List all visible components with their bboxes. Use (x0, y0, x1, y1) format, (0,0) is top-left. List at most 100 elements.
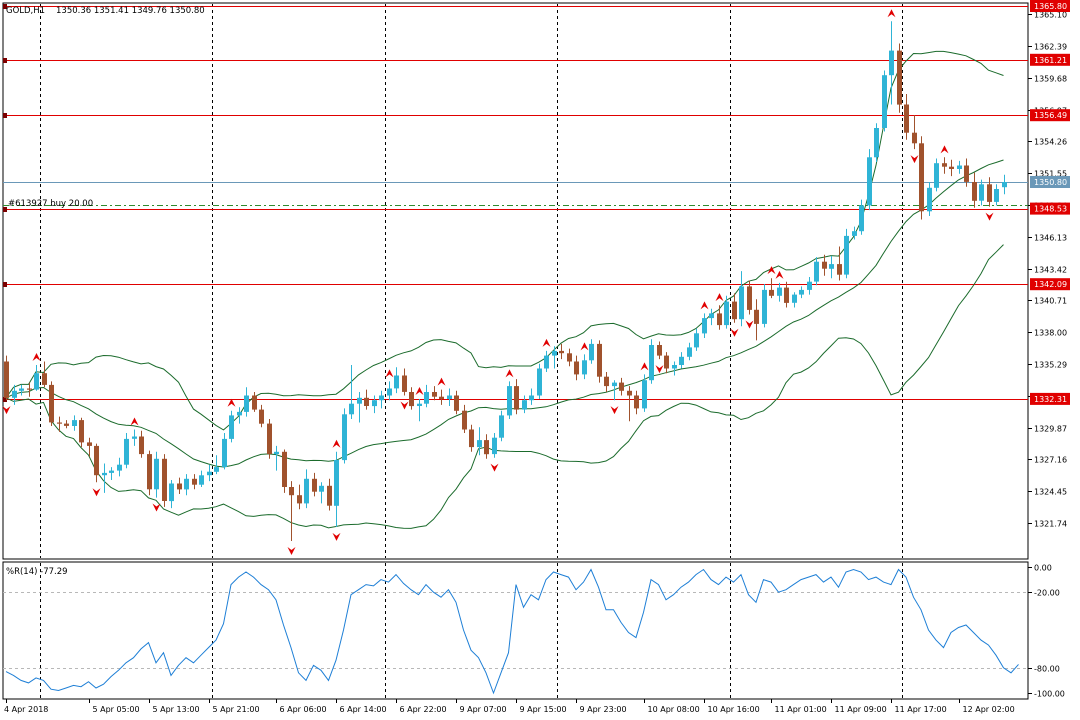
fractal-down-arrow (400, 401, 409, 410)
candle-body (27, 388, 32, 390)
fractal-up-arrow (437, 377, 446, 386)
fractal-up-arrow (767, 266, 776, 275)
candle-body (394, 375, 399, 389)
candle-body (327, 485, 332, 506)
candle-body (672, 365, 677, 369)
level-price-label-box (1030, 53, 1070, 66)
fractal-down-arrow (985, 212, 994, 221)
candle-body (949, 166, 954, 169)
candle-body (732, 301, 737, 320)
candle-body (372, 400, 377, 407)
candlestick-series (4, 21, 1007, 541)
indicator-axis: 0.00 -20.00 -80.00 -100.00 (1028, 564, 1065, 699)
level-price-label: 1342.09 (1034, 280, 1067, 289)
fractal-up-arrow (542, 338, 551, 347)
horizontal-level-lines[interactable] (3, 4, 1028, 402)
time-tick-label: 9 Apr 07:00 (460, 705, 507, 714)
candle-body (222, 438, 227, 468)
candle-body (199, 475, 204, 485)
period-separators (40, 4, 903, 698)
candle-body (762, 289, 767, 324)
candle-body (259, 409, 264, 424)
level-price-label: 1348.53 (1034, 205, 1067, 214)
fractal-up-arrow (580, 342, 589, 351)
candle-body (447, 395, 452, 399)
candle-body (79, 420, 84, 443)
time-tick-label: 11 Apr 01:00 (775, 705, 827, 714)
time-tick-label: 11 Apr 09:00 (835, 705, 887, 714)
candle-body (49, 384, 54, 423)
ohlc-header: 1350.36 1351.41 1349.76 1350.80 (56, 6, 205, 16)
price-tick-label: 1335.29 (1034, 361, 1067, 370)
indicator-pane-frame (2, 561, 1029, 700)
candle-body (304, 478, 309, 504)
price-tick-label: 1354.26 (1034, 138, 1067, 147)
candle-body (537, 368, 542, 396)
candle-body (87, 442, 92, 446)
candle-body (252, 395, 257, 410)
candle-body (784, 287, 789, 303)
candle-body (604, 376, 609, 387)
level-line-handle (3, 207, 7, 212)
candle-body (57, 422, 62, 424)
bollinger-middle-band (5, 159, 1004, 468)
candle-body (147, 454, 152, 490)
candle-body (814, 261, 819, 282)
fractal-down-arrow (490, 463, 499, 472)
candle-body (979, 184, 984, 201)
fractal-up-arrow (640, 362, 649, 371)
level-price-label: 1365.80 (1034, 2, 1067, 11)
candle-body (934, 163, 939, 188)
candle-body (852, 231, 857, 236)
candle-body (192, 478, 197, 485)
fractal-down-arrow (287, 546, 296, 555)
candle-body (319, 485, 324, 492)
candle-body (19, 388, 24, 391)
level-line-handle (3, 397, 7, 402)
candle-body (274, 451, 279, 455)
candle-body (634, 395, 639, 409)
candle-body (424, 392, 429, 404)
candle-body (379, 395, 384, 401)
candle-body (739, 286, 744, 320)
time-axis: 4 Apr 2018 5 Apr 05:00 5 Apr 13:00 5 Apr 21… (4, 699, 1015, 714)
candle-body (34, 373, 39, 390)
candle-body (349, 403, 354, 415)
bid-price-label-box (1030, 176, 1070, 188)
candle-body (904, 104, 909, 133)
candle-body (702, 318, 707, 334)
price-tick-label: 1338.00 (1034, 329, 1067, 338)
candle-body (439, 396, 444, 399)
candle-body (574, 361, 579, 375)
time-tick-label: 6 Apr 14:00 (340, 705, 387, 714)
fractal-down-arrow (730, 328, 739, 337)
fractal-down-arrow (655, 365, 664, 374)
candle-body (972, 182, 977, 201)
time-tick-label: 5 Apr 21:00 (213, 705, 260, 714)
candle-body (687, 347, 692, 357)
fractal-up-arrow (227, 398, 236, 407)
candle-body (919, 143, 924, 212)
candle-body (229, 415, 234, 439)
candle-body (597, 343, 602, 377)
candle-body (462, 410, 467, 430)
candle-body (169, 483, 174, 502)
candle-body (244, 395, 249, 412)
candle-body (469, 429, 474, 448)
candle-body (837, 264, 842, 275)
candle-body (514, 386, 519, 410)
candle-body (124, 438, 129, 465)
candle-body (709, 313, 714, 319)
level-price-label-box (1030, 278, 1070, 291)
candle-body (154, 458, 159, 490)
candle-body (364, 397, 369, 406)
candle-body (664, 355, 669, 369)
candle-body (897, 50, 902, 105)
indicator-tick-label: -20.00 (1034, 589, 1060, 598)
candle-body (747, 286, 752, 310)
candle-body (792, 294, 797, 303)
price-tick-label: 1362.39 (1034, 43, 1067, 52)
fractal-up-arrow (715, 293, 724, 302)
